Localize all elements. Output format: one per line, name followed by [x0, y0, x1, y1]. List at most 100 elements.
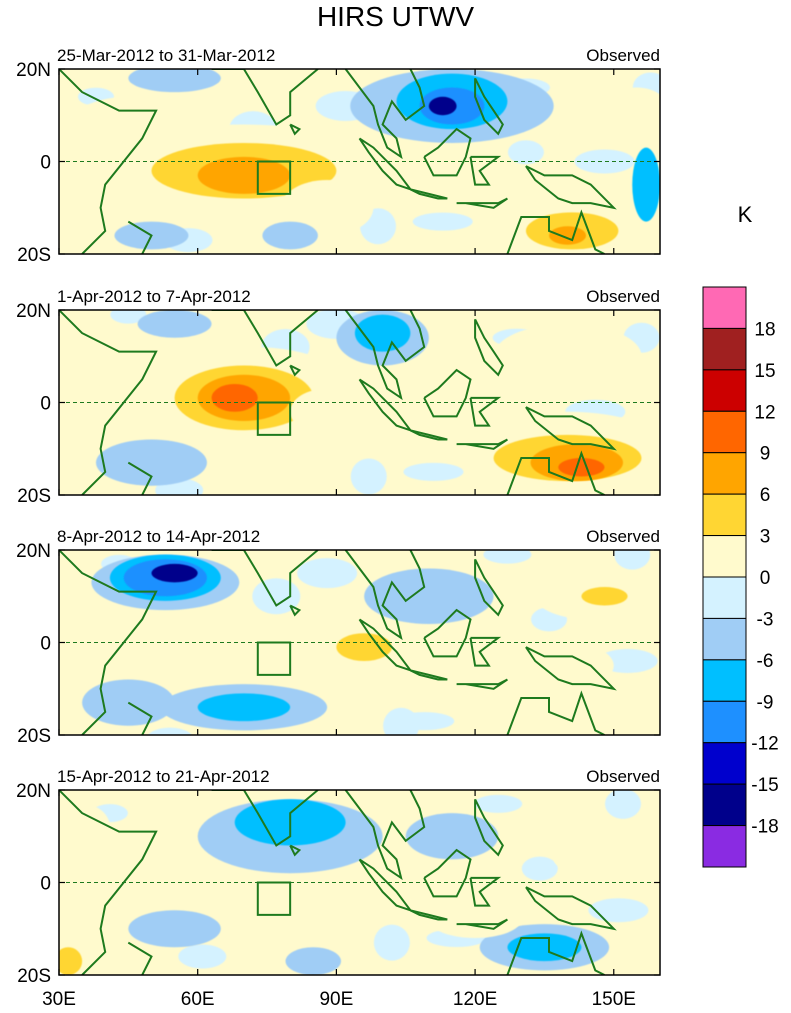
colorbar-label: -3 — [757, 609, 774, 630]
colorbar-label: -18 — [751, 817, 778, 838]
coastline — [127, 220, 153, 254]
coastline — [423, 368, 472, 418]
y-tick-label: 0 — [40, 874, 51, 895]
panel-period: 8-Apr-2012 to 14-Apr-2012 — [57, 527, 260, 546]
field-patch — [252, 578, 301, 615]
y-tick-label: 20N — [16, 60, 51, 81]
x-tick-label: 120E — [453, 989, 497, 1010]
field-patch — [474, 794, 523, 813]
x-tick-label: 150E — [592, 989, 636, 1010]
coastline — [358, 137, 414, 192]
map-panel: 15-Apr-2012 to 21-Apr-2012 Observed 20N 0 20… — [16, 767, 661, 987]
field-patch — [110, 310, 147, 324]
colorbar-swatch — [702, 700, 747, 744]
unit-label: K — [738, 202, 753, 227]
colorbar-label: -12 — [751, 734, 778, 755]
coastline — [525, 646, 617, 691]
coastline — [474, 798, 504, 857]
panel-label: Observed — [586, 46, 660, 65]
field-layer — [59, 69, 660, 254]
anomaly-contour — [290, 388, 365, 435]
anomaly-contour — [197, 693, 291, 722]
anomaly-contour — [59, 803, 110, 851]
field-patch — [297, 558, 358, 589]
y-tick-label: 0 — [40, 634, 51, 655]
field-layer — [59, 310, 660, 495]
region-box — [256, 641, 292, 676]
x-tick-label: 90E — [319, 989, 353, 1010]
coastline — [525, 886, 617, 931]
coastline — [289, 844, 302, 857]
coastline — [506, 930, 605, 975]
coastline — [506, 209, 605, 254]
field-patch — [147, 727, 193, 735]
coastline — [423, 127, 472, 177]
anomaly-contour — [151, 563, 198, 583]
anomaly-contour — [336, 633, 392, 661]
field-patch — [605, 790, 642, 819]
anomaly-contour — [197, 156, 291, 194]
coastline — [474, 558, 504, 617]
coastline — [59, 790, 158, 975]
anomaly-contour — [558, 458, 605, 477]
coastline — [127, 701, 153, 735]
coastline — [409, 188, 448, 200]
coastline — [59, 69, 158, 254]
coastline — [211, 69, 319, 126]
anomaly-contour — [211, 384, 258, 412]
coastline — [358, 378, 414, 433]
field-layer — [59, 550, 660, 735]
coastline — [211, 310, 319, 367]
colorbar-label: 18 — [754, 319, 775, 340]
colorbar-swatch — [702, 535, 747, 578]
coastline — [525, 165, 617, 210]
coastline — [456, 197, 508, 209]
y-tick-label: 20N — [16, 781, 51, 802]
coastline — [127, 461, 153, 495]
colorbar-swatch — [702, 783, 747, 827]
anomaly-contour — [549, 226, 587, 245]
anomaly-contour — [428, 96, 457, 116]
y-tick-label: 0 — [40, 394, 51, 415]
field-patch — [614, 550, 651, 570]
panel-period: 25-Mar-2012 to 31-Mar-2012 — [57, 46, 275, 65]
map-panel: 1-Apr-2012 to 7-Apr-2012 Observed 20N 0 20S — [16, 287, 661, 507]
coastline — [469, 155, 502, 186]
coastline — [289, 364, 302, 377]
colorbar-label: 0 — [760, 568, 771, 589]
coastline — [456, 918, 508, 930]
colorbar-label: -15 — [751, 775, 778, 796]
coastline — [409, 429, 448, 441]
field-patch — [178, 944, 227, 969]
colorbar-swatch — [702, 742, 747, 785]
coastline — [409, 909, 448, 921]
colorbar-label: 3 — [760, 527, 771, 548]
coastline — [211, 550, 319, 607]
y-tick-label: 0 — [40, 153, 51, 174]
coastline — [344, 790, 426, 881]
coastline — [456, 438, 508, 450]
coastline — [358, 618, 414, 673]
anomaly-contour — [632, 147, 660, 222]
anomaly-contour — [280, 180, 374, 236]
anomaly-contour — [262, 221, 318, 250]
field-patch — [521, 856, 558, 881]
region-box — [256, 881, 292, 916]
coastline — [127, 941, 153, 975]
coastline — [469, 876, 502, 907]
coastline — [211, 790, 319, 847]
y-tick-label: 20N — [16, 301, 51, 322]
colorbar-swatch — [702, 452, 747, 495]
anomaly-contour — [553, 845, 628, 874]
field-layer — [59, 790, 660, 975]
coastline — [358, 858, 414, 913]
field-patch — [403, 462, 464, 481]
coastline — [59, 310, 158, 495]
anomaly-contour — [59, 947, 83, 975]
field-patch — [588, 898, 649, 923]
y-tick-label: 20S — [17, 966, 51, 987]
colorbar-swatch — [702, 327, 747, 371]
anomaly-contour — [128, 910, 221, 948]
map-panel: 8-Apr-2012 to 14-Apr-2012 Observed 20N 0 20S — [16, 527, 661, 747]
